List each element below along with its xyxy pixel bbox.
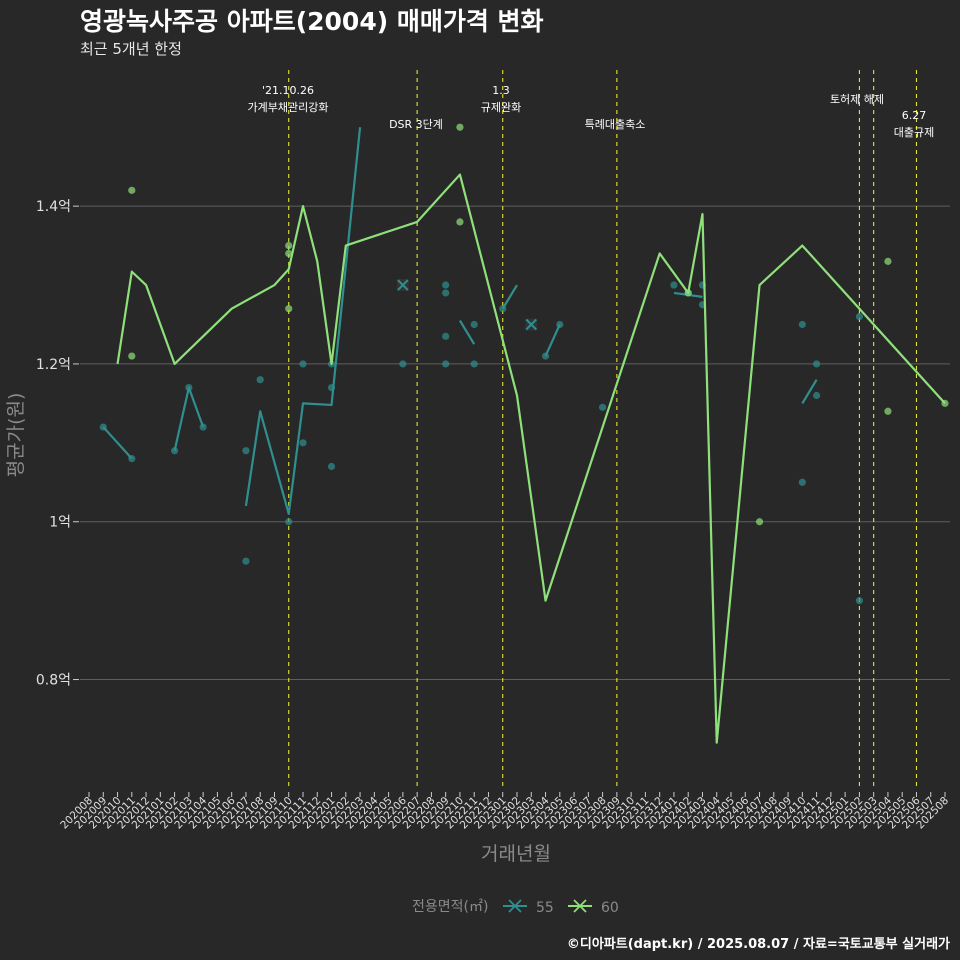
data-point-60: [128, 352, 136, 360]
series-line-55: [244, 127, 362, 515]
data-point-55: [599, 403, 607, 411]
legend-key-cross: [573, 899, 587, 913]
y-tick-label: 1.4억: [36, 199, 71, 215]
data-point-55: [171, 447, 179, 455]
data-point-55: [442, 281, 450, 289]
series-55: [99, 127, 864, 605]
data-point-60: [456, 218, 464, 226]
event-label: 가계부채관리강화: [248, 101, 329, 114]
x-axis-ticks: 2020082020092020102020112020122021012021…: [58, 792, 951, 831]
data-point-55: [242, 447, 250, 455]
series-line-55: [801, 379, 818, 404]
series-line-55: [544, 324, 561, 357]
data-marks: [99, 123, 949, 744]
y-tick-label: 1억: [49, 515, 71, 531]
event-label: 6.27: [902, 109, 927, 122]
data-point-55: [327, 384, 336, 392]
legend-key-60: [568, 899, 592, 913]
data-point-55: [199, 423, 207, 431]
data-point-55: [327, 462, 336, 471]
event-label: 1.3: [492, 84, 510, 97]
cross-marker-55: [397, 279, 409, 291]
data-point-60: [285, 249, 293, 258]
y-axis-ticks: 0.8억 1억 1.2억 1.4억: [36, 199, 79, 689]
data-point-55: [798, 320, 806, 329]
data-point-55: [855, 312, 864, 321]
data-point-60: [128, 186, 136, 194]
series-line-60: [116, 173, 946, 744]
event-label: DSR 3단계: [389, 118, 443, 131]
data-point-55: [855, 597, 864, 605]
data-point-55: [670, 281, 678, 289]
data-point-55: [256, 376, 264, 384]
legend-label: 60: [601, 900, 619, 916]
y-tick-label: 1.2억: [36, 357, 71, 373]
data-point-55: [285, 518, 293, 526]
data-point-60: [285, 305, 293, 313]
data-point-55: [99, 423, 107, 431]
data-point-55: [556, 320, 564, 329]
data-point-55: [242, 557, 250, 565]
data-point-55: [299, 360, 307, 368]
legend-key-55: [503, 899, 527, 913]
data-point-55: [442, 332, 450, 340]
data-point-60: [755, 518, 764, 526]
data-point-55: [499, 305, 507, 313]
caption: ©디아파트(dapt.kr) / 2025.08.07 / 자료=국토교통부 실…: [566, 937, 950, 952]
y-axis-label: 평균가(원): [5, 393, 27, 478]
data-point-55: [541, 352, 550, 360]
event-label: 토허제 해제: [830, 92, 884, 106]
grid-lines: [80, 205, 950, 681]
series-line-55: [458, 319, 476, 345]
series-60: [116, 123, 949, 744]
data-point-55: [798, 478, 806, 486]
event-label: '21.10.26: [262, 84, 314, 97]
data-point-55: [299, 439, 307, 447]
event-label: 대출규제: [894, 126, 934, 139]
data-point-55: [185, 384, 193, 392]
data-point-55: [813, 391, 821, 400]
data-point-60: [285, 241, 293, 250]
legend-title: 전용면적(㎡): [412, 899, 488, 915]
data-point-55: [442, 289, 450, 297]
data-point-55: [399, 360, 407, 368]
data-point-60: [884, 407, 892, 415]
cross-marker-55: [525, 318, 537, 331]
data-point-55: [813, 360, 821, 368]
legend-label: 55: [536, 900, 554, 916]
data-point-55: [128, 455, 136, 463]
event-label: 규제완화: [481, 101, 521, 114]
data-point-60: [684, 289, 692, 297]
chart-subtitle: 최근 5개년 한정: [80, 40, 182, 58]
y-tick-label: 0.8억: [36, 673, 71, 689]
data-point-55: [442, 360, 450, 368]
legend-key-cross: [508, 899, 522, 913]
series-line-55: [173, 386, 205, 451]
legend: 전용면적(㎡) 55 60: [412, 899, 619, 916]
data-point-60: [884, 257, 892, 265]
series-line-55: [501, 284, 518, 310]
chart-title: 영광녹사주공 아파트(2004) 매매가격 변화: [80, 7, 544, 36]
data-point-55: [470, 360, 478, 368]
x-axis-label: 거래년월: [481, 843, 551, 865]
data-point-55: [470, 320, 478, 329]
series-line-55: [102, 426, 133, 460]
event-label: 특례대출축소: [585, 118, 646, 131]
data-point-60: [941, 399, 949, 407]
data-point-60: [456, 123, 464, 131]
